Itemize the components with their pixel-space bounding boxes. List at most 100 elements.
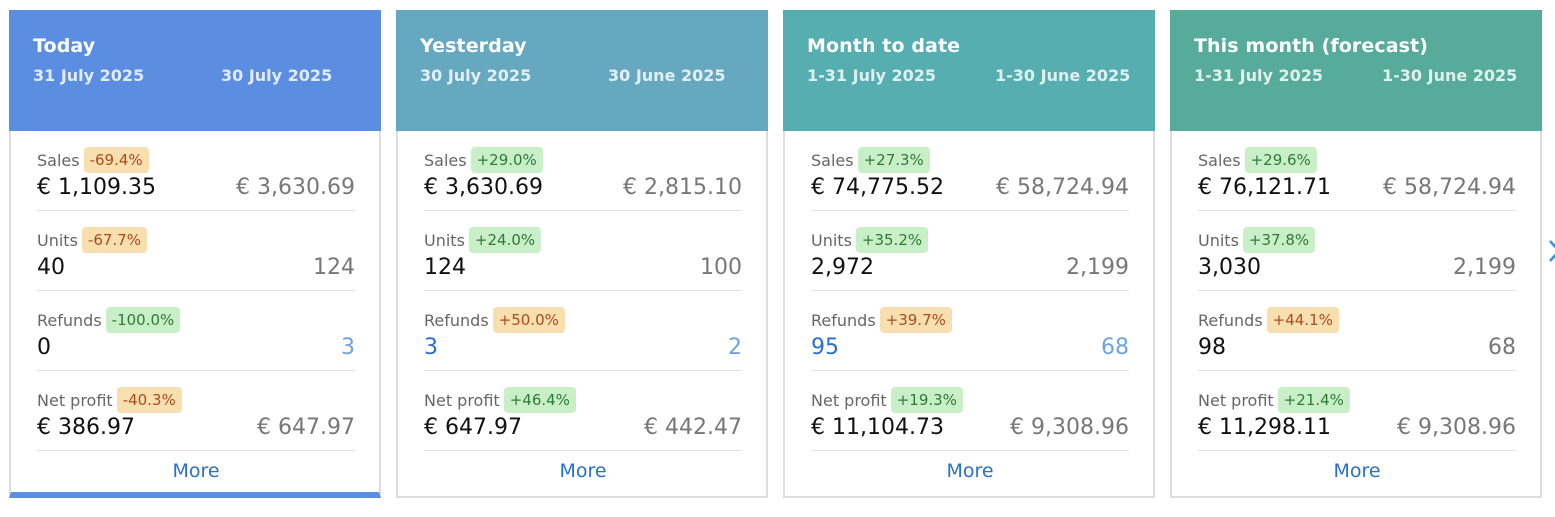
card-body: Sales +29.0% € 3,630.69 € 2,815.10 Units…	[396, 131, 768, 498]
change-badge: +44.1%	[1266, 307, 1339, 333]
current-period-date: 30 July 2025	[420, 66, 532, 85]
period-card-forecast: This month (forecast) 1-31 July 2025 1-3…	[1170, 10, 1542, 498]
card-body: Sales -69.4% € 1,109.35 € 3,630.69 Units…	[9, 131, 381, 498]
current-period-date: 1-31 July 2025	[1194, 66, 1323, 85]
card-header: This month (forecast) 1-31 July 2025 1-3…	[1170, 10, 1542, 131]
metric-sales: Sales +27.3% € 74,775.52 € 58,724.94	[811, 131, 1129, 211]
current-period-date: 31 July 2025	[33, 66, 145, 85]
more-link[interactable]: More	[1333, 460, 1381, 482]
previous-value: € 58,724.94	[996, 175, 1129, 200]
metric-label: Units	[424, 230, 465, 250]
previous-period-date: 30 July 2025	[221, 66, 333, 85]
previous-refunds-link[interactable]: 68	[1101, 335, 1129, 360]
current-refunds-link[interactable]: 3	[424, 335, 438, 360]
card-body: Sales +27.3% € 74,775.52 € 58,724.94 Uni…	[783, 131, 1155, 498]
more-link[interactable]: More	[172, 460, 220, 482]
current-value: € 386.97	[37, 415, 135, 440]
card-title: Today	[33, 35, 96, 57]
previous-period-date: 30 June 2025	[608, 66, 726, 85]
metric-units: Units -67.7% 40 124	[37, 211, 355, 291]
current-value: € 11,298.11	[1198, 415, 1331, 440]
period-card-today: Today 31 July 2025 30 July 2025 Sales -6…	[9, 10, 381, 498]
metric-label: Units	[1198, 230, 1239, 250]
current-value: € 11,104.73	[811, 415, 944, 440]
metric-units: Units +24.0% 124 100	[424, 211, 742, 291]
previous-value: € 58,724.94	[1383, 175, 1516, 200]
period-card-month-to-date: Month to date 1-31 July 2025 1-30 June 2…	[783, 10, 1155, 498]
previous-value: 124	[313, 255, 355, 280]
previous-refunds-link[interactable]: 2	[728, 335, 742, 360]
metric-net-profit: Net profit -40.3% € 386.97 € 647.97	[37, 371, 355, 451]
card-title: Yesterday	[420, 35, 527, 57]
metric-label: Refunds	[811, 310, 876, 330]
metric-refunds: Refunds +39.7% 95 68	[811, 291, 1129, 371]
metric-net-profit: Net profit +21.4% € 11,298.11 € 9,308.96	[1198, 371, 1516, 451]
metric-label: Units	[811, 230, 852, 250]
current-period-date: 1-31 July 2025	[807, 66, 936, 85]
current-value: 3,030	[1198, 255, 1261, 280]
current-value: 98	[1198, 335, 1226, 360]
change-badge: +37.8%	[1242, 227, 1316, 253]
change-badge: +21.4%	[1277, 387, 1350, 413]
previous-value: 2,199	[1066, 255, 1129, 280]
current-value: 124	[424, 255, 466, 280]
metric-net-profit: Net profit +46.4% € 647.97 € 442.47	[424, 371, 742, 451]
metric-refunds: Refunds -100.0% 0 3	[37, 291, 355, 371]
change-badge: +29.6%	[1244, 147, 1317, 173]
metric-label: Refunds	[37, 310, 102, 330]
previous-refunds-link[interactable]: 3	[341, 335, 355, 360]
metric-label: Net profit	[37, 390, 113, 410]
card-dates: 31 July 2025 30 July 2025	[33, 66, 357, 85]
metric-units: Units +37.8% 3,030 2,199	[1198, 211, 1516, 291]
metric-label: Sales	[37, 150, 80, 170]
metric-label: Sales	[811, 150, 854, 170]
metric-sales: Sales -69.4% € 1,109.35 € 3,630.69	[37, 131, 355, 211]
card-dates: 30 July 2025 30 June 2025	[420, 66, 744, 85]
current-value: 40	[37, 255, 65, 280]
change-badge: +27.3%	[857, 147, 930, 173]
change-badge: +19.3%	[890, 387, 963, 413]
previous-value: 100	[700, 255, 742, 280]
metric-refunds: Refunds +50.0% 3 2	[424, 291, 742, 371]
more-link[interactable]: More	[559, 460, 607, 482]
current-value: 0	[37, 335, 51, 360]
current-value: € 1,109.35	[37, 175, 156, 200]
card-dates: 1-31 July 2025 1-30 June 2025	[807, 66, 1131, 85]
card-header: Yesterday 30 July 2025 30 June 2025	[396, 10, 768, 131]
change-badge: -100.0%	[105, 307, 181, 333]
previous-value: 68	[1488, 335, 1516, 360]
metric-label: Net profit	[424, 390, 500, 410]
card-title: This month (forecast)	[1194, 35, 1429, 57]
current-value: € 3,630.69	[424, 175, 543, 200]
metric-label: Net profit	[1198, 390, 1274, 410]
metric-net-profit: Net profit +19.3% € 11,104.73 € 9,308.96	[811, 371, 1129, 451]
card-body: Sales +29.6% € 76,121.71 € 58,724.94 Uni…	[1170, 131, 1542, 498]
metric-sales: Sales +29.0% € 3,630.69 € 2,815.10	[424, 131, 742, 211]
current-value: € 74,775.52	[811, 175, 944, 200]
change-badge: +24.0%	[468, 227, 542, 253]
change-badge: -40.3%	[116, 387, 182, 413]
change-badge: +46.4%	[503, 387, 576, 413]
metric-label: Net profit	[811, 390, 887, 410]
period-card-yesterday: Yesterday 30 July 2025 30 June 2025 Sale…	[396, 10, 768, 498]
current-value: 2,972	[811, 255, 874, 280]
previous-value: 2,199	[1453, 255, 1516, 280]
previous-value: € 9,308.96	[1010, 415, 1129, 440]
previous-value: € 3,630.69	[236, 175, 355, 200]
card-header: Month to date 1-31 July 2025 1-30 June 2…	[783, 10, 1155, 131]
chevron-right-icon[interactable]	[1547, 236, 1555, 266]
current-value: € 647.97	[424, 415, 522, 440]
card-dates: 1-31 July 2025 1-30 June 2025	[1194, 66, 1518, 85]
metric-label: Refunds	[1198, 310, 1263, 330]
more-link[interactable]: More	[946, 460, 994, 482]
current-value: € 76,121.71	[1198, 175, 1331, 200]
current-refunds-link[interactable]: 95	[811, 335, 839, 360]
metric-units: Units +35.2% 2,972 2,199	[811, 211, 1129, 291]
metric-label: Refunds	[424, 310, 489, 330]
metric-label: Sales	[1198, 150, 1241, 170]
previous-period-date: 1-30 June 2025	[995, 66, 1131, 85]
previous-value: € 9,308.96	[1397, 415, 1516, 440]
change-badge: +39.7%	[879, 307, 952, 333]
metric-sales: Sales +29.6% € 76,121.71 € 58,724.94	[1198, 131, 1516, 211]
